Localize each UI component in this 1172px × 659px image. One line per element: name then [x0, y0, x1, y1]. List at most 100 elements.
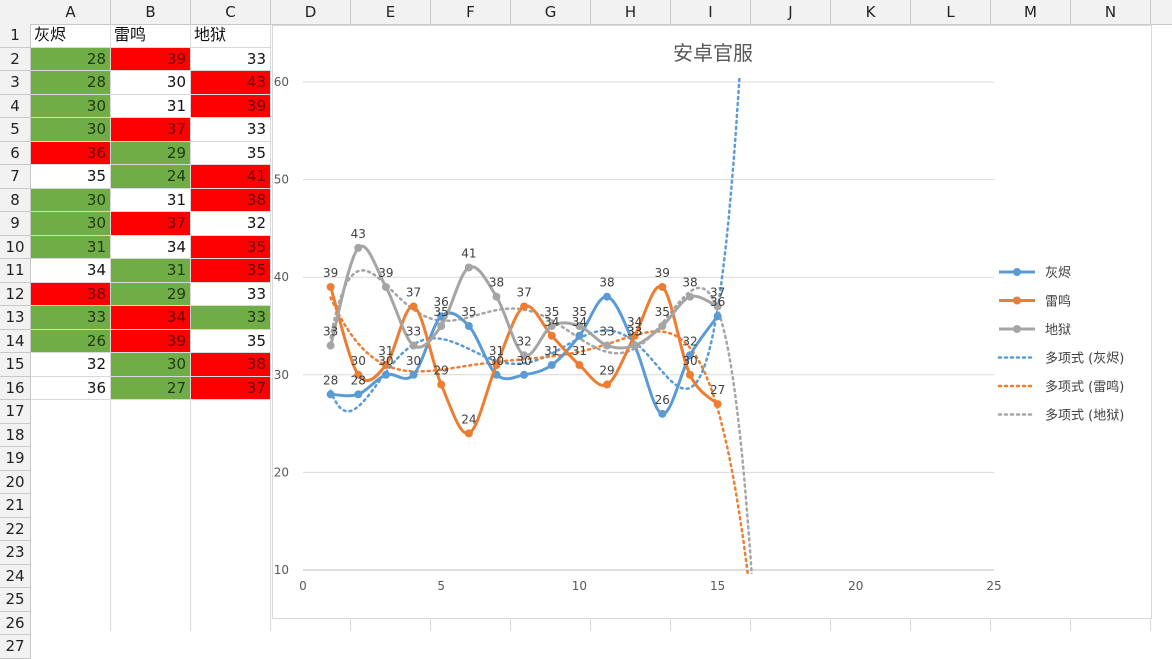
- data-cell[interactable]: 30: [31, 94, 111, 118]
- data-cell[interactable]: 33: [191, 47, 271, 71]
- column-header-f[interactable]: F: [431, 0, 511, 24]
- data-cell[interactable]: 35: [191, 141, 271, 165]
- data-cell[interactable]: 34: [111, 235, 191, 259]
- data-cell[interactable]: 28: [31, 47, 111, 71]
- data-cell[interactable]: 35: [191, 259, 271, 283]
- row-header-24[interactable]: 24: [0, 564, 31, 588]
- data-cell[interactable]: 28: [31, 71, 111, 95]
- data-cell[interactable]: 31: [31, 235, 111, 259]
- data-cell[interactable]: 36: [31, 376, 111, 400]
- row-header-22[interactable]: 22: [0, 517, 31, 541]
- data-cell[interactable]: 43: [191, 71, 271, 95]
- data-cell[interactable]: 35: [31, 165, 111, 189]
- row-header-15[interactable]: 15: [0, 353, 31, 377]
- row-header-13[interactable]: 13: [0, 306, 31, 330]
- data-label: 30: [351, 354, 366, 368]
- series-line-2: [329, 284, 719, 435]
- row-header-25[interactable]: 25: [0, 588, 31, 612]
- data-label: 33: [627, 325, 642, 339]
- data-label: 39: [655, 266, 670, 280]
- column-header-l[interactable]: L: [911, 0, 991, 24]
- data-point: [326, 390, 335, 399]
- row-header-21[interactable]: 21: [0, 494, 31, 518]
- row-header-17[interactable]: 17: [0, 400, 31, 424]
- data-cell[interactable]: 31: [111, 259, 191, 283]
- data-cell[interactable]: 32: [31, 353, 111, 377]
- row-header-8[interactable]: 8: [0, 188, 31, 212]
- row-header-9[interactable]: 9: [0, 212, 31, 236]
- column-header-g[interactable]: G: [511, 0, 591, 24]
- header-cell[interactable]: 灰烬: [31, 24, 111, 48]
- column-header-d[interactable]: D: [271, 0, 351, 24]
- row-header-12[interactable]: 12: [0, 282, 31, 306]
- header-cell[interactable]: 地狱: [191, 24, 271, 48]
- header-cell[interactable]: 雷鸣: [111, 24, 191, 48]
- row-header-18[interactable]: 18: [0, 423, 31, 447]
- row-header-19[interactable]: 19: [0, 447, 31, 471]
- data-cell[interactable]: 38: [191, 188, 271, 212]
- data-cell[interactable]: 29: [111, 282, 191, 306]
- data-label: 43: [351, 227, 366, 241]
- column-header-h[interactable]: H: [591, 0, 671, 24]
- column-header-j[interactable]: J: [751, 0, 831, 24]
- row-header-6[interactable]: 6: [0, 141, 31, 165]
- data-cell[interactable]: 36: [31, 141, 111, 165]
- data-cell[interactable]: 39: [191, 94, 271, 118]
- data-cell[interactable]: 37: [191, 376, 271, 400]
- row-header-26[interactable]: 26: [0, 611, 31, 635]
- data-cell[interactable]: 26: [31, 329, 111, 353]
- data-cell[interactable]: 34: [31, 259, 111, 283]
- row-header-5[interactable]: 5: [0, 118, 31, 142]
- row-header-4[interactable]: 4: [0, 94, 31, 118]
- data-cell[interactable]: 30: [31, 212, 111, 236]
- data-cell[interactable]: 39: [111, 47, 191, 71]
- column-header-k[interactable]: K: [831, 0, 911, 24]
- row-header-10[interactable]: 10: [0, 235, 31, 259]
- data-cell[interactable]: 39: [111, 329, 191, 353]
- row-header-2[interactable]: 2: [0, 47, 31, 71]
- data-cell[interactable]: 33: [191, 306, 271, 330]
- data-cell[interactable]: 33: [191, 282, 271, 306]
- data-cell[interactable]: 27: [111, 376, 191, 400]
- data-label: 36: [710, 295, 725, 309]
- row-header-14[interactable]: 14: [0, 329, 31, 353]
- row-header-16[interactable]: 16: [0, 376, 31, 400]
- data-cell[interactable]: 37: [111, 212, 191, 236]
- column-header-b[interactable]: B: [111, 0, 191, 24]
- row-header-27[interactable]: 27: [0, 635, 31, 659]
- data-cell[interactable]: 38: [191, 353, 271, 377]
- data-cell[interactable]: 33: [191, 118, 271, 142]
- column-header-n[interactable]: N: [1071, 0, 1151, 24]
- data-cell[interactable]: 30: [111, 353, 191, 377]
- data-label: 34: [544, 315, 559, 329]
- data-cell[interactable]: 32: [191, 212, 271, 236]
- row-header-1[interactable]: 1: [0, 24, 31, 48]
- data-cell[interactable]: 37: [111, 118, 191, 142]
- chart-area[interactable]: 安卓官服 10 20 30 40 50 60 0 5 10 15 20 25 28 28 30 30 36 35 30…: [272, 25, 1152, 619]
- data-cell[interactable]: 29: [111, 141, 191, 165]
- data-cell[interactable]: 35: [191, 235, 271, 259]
- data-point: [630, 331, 639, 340]
- row-header-3[interactable]: 3: [0, 71, 31, 95]
- data-cell[interactable]: 30: [31, 188, 111, 212]
- data-cell[interactable]: 35: [191, 329, 271, 353]
- row-header-11[interactable]: 11: [0, 259, 31, 283]
- column-header-m[interactable]: M: [991, 0, 1071, 24]
- data-cell[interactable]: 38: [31, 282, 111, 306]
- row-header-7[interactable]: 7: [0, 165, 31, 189]
- row-header-20[interactable]: 20: [0, 470, 31, 494]
- data-cell[interactable]: 31: [111, 188, 191, 212]
- column-header-i[interactable]: I: [671, 0, 751, 24]
- data-cell[interactable]: 33: [31, 306, 111, 330]
- data-cell[interactable]: 31: [111, 94, 191, 118]
- column-header-a[interactable]: A: [31, 0, 111, 24]
- data-cell[interactable]: 30: [31, 118, 111, 142]
- data-cell[interactable]: 34: [111, 306, 191, 330]
- row-header-23[interactable]: 23: [0, 541, 31, 565]
- data-cell[interactable]: 41: [191, 165, 271, 189]
- data-label: 38: [682, 276, 697, 290]
- column-header-c[interactable]: C: [191, 0, 271, 24]
- data-cell[interactable]: 30: [111, 71, 191, 95]
- column-header-e[interactable]: E: [351, 0, 431, 24]
- data-cell[interactable]: 24: [111, 165, 191, 189]
